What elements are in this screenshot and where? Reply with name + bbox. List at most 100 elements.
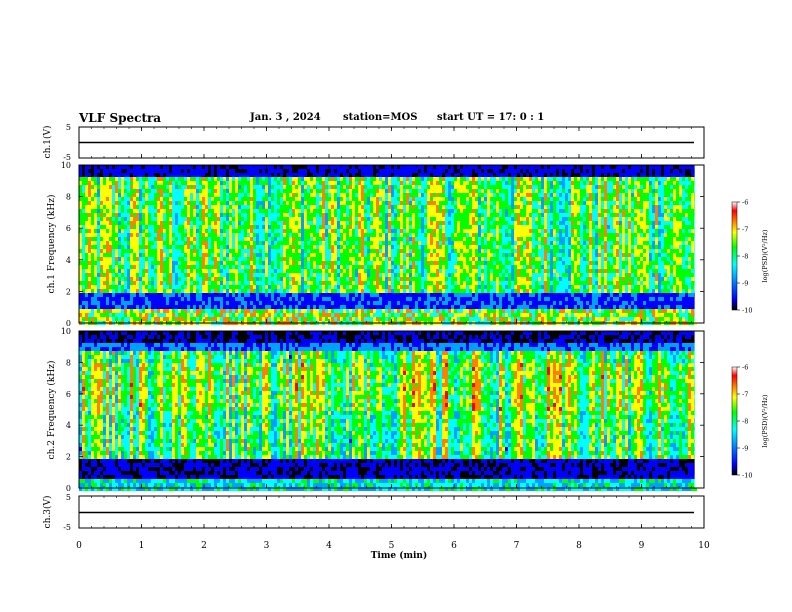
spectrogram-cell [97,185,100,189]
spectrogram-cell [307,293,310,297]
spectrogram-cell [112,289,115,293]
spectrogram-cell [289,257,292,261]
spectrogram-cell [151,269,154,273]
spectrogram-cell [160,205,163,209]
spectrogram-cell [130,189,133,193]
spectrogram-cell [319,209,322,213]
spectrogram-cell [286,305,289,309]
spectrogram-cell [253,293,256,297]
spectrogram-cell [334,253,337,257]
spectrogram-cell [430,277,433,281]
spectrogram-cell [310,213,313,217]
spectrogram-cell [142,273,145,277]
spectrogram-cell [292,173,295,177]
spectrogram-cell [379,237,382,241]
spectrogram-cell [307,189,310,193]
spectrogram-cell [214,317,217,321]
spectrogram-cell [346,169,349,173]
spectrogram-cell [367,249,370,253]
spectrogram-cell [388,241,391,245]
spectrogram-cell [403,233,406,237]
spectrogram-cell [325,317,328,321]
spectrogram-cell [337,289,340,293]
spectrogram-cell [247,305,250,309]
spectrogram-cell [202,181,205,185]
spectrogram-cell [121,249,124,253]
spectrogram-cell [325,285,328,289]
spectrogram-cell [274,245,277,249]
spectrogram-cell [415,181,418,185]
spectrogram-cell [358,185,361,189]
spectrogram-cell [427,201,430,205]
spectrogram-cell [319,165,322,169]
spectrogram-cell [211,169,214,173]
spectrogram-cell [385,213,388,217]
spectrogram-cell [145,265,148,269]
spectrogram-cell [355,305,358,309]
spectrogram-cell [379,253,382,257]
spectrogram-cell [142,229,145,233]
spectrogram-cell [82,225,85,229]
spectrogram-cell [352,309,355,313]
spectrogram-cell [205,165,208,169]
spectrogram-cell [127,205,130,209]
spectrogram-cell [91,297,94,301]
spectrogram-cell [409,213,412,217]
spectrogram-cell [289,245,292,249]
spectrogram-cell [379,313,382,317]
spectrogram-cell [169,269,172,273]
spectrogram-cell [316,305,319,309]
spectrogram-cell [379,209,382,213]
spectrogram-cell [382,193,385,197]
spectrogram-cell [322,269,325,273]
spectrogram-cell [202,169,205,173]
spectrogram-cell [190,233,193,237]
spectrogram-cell [319,173,322,177]
spectrogram-cell [433,197,436,201]
spectrogram-cell [250,253,253,257]
spectrogram-cell [154,269,157,273]
spectrogram-cell [358,189,361,193]
spectrogram-cell [343,313,346,317]
spectrogram-cell [181,317,184,321]
spectrogram-cell [403,177,406,181]
spectrogram-cell [229,265,232,269]
spectrogram-cell [379,205,382,209]
spectrogram-cell [193,273,196,277]
spectrogram-cell [202,249,205,253]
spectrogram-cell [223,301,226,305]
spectrogram-cell [376,181,379,185]
spectrogram-cell [385,273,388,277]
spectrogram-cell [280,253,283,257]
spectrogram-cell [343,237,346,241]
spectrogram-cell [229,185,232,189]
spectrogram-cell [289,269,292,273]
spectrogram-cell [88,225,91,229]
spectrogram-cell [94,297,97,301]
spectrogram-cell [193,297,196,301]
spectrogram-cell [121,317,124,321]
spectrogram-cell [355,233,358,237]
spectrogram-cell [406,197,409,201]
spectrogram-cell [82,253,85,257]
spectrogram-cell [94,273,97,277]
spectrogram-cell [223,313,226,317]
spectrogram-cell [412,273,415,277]
spectrogram-cell [406,225,409,229]
spectrogram-cell [253,233,256,237]
spectrogram-cell [241,213,244,217]
spectrogram-cell [418,225,421,229]
spectrogram-cell [247,293,250,297]
spectrogram-cell [298,233,301,237]
spectrogram-cell [358,289,361,293]
spectrogram-cell [367,209,370,213]
spectrogram-cell [184,301,187,305]
spectrogram-cell [205,253,208,257]
spectrogram-cell [442,317,445,321]
spectrogram-cell [280,301,283,305]
spectrogram-cell [349,233,352,237]
spectrogram-cell [142,317,145,321]
spectrogram-cell [442,213,445,217]
spectrogram-cell [160,165,163,169]
spectrogram-cell [370,233,373,237]
